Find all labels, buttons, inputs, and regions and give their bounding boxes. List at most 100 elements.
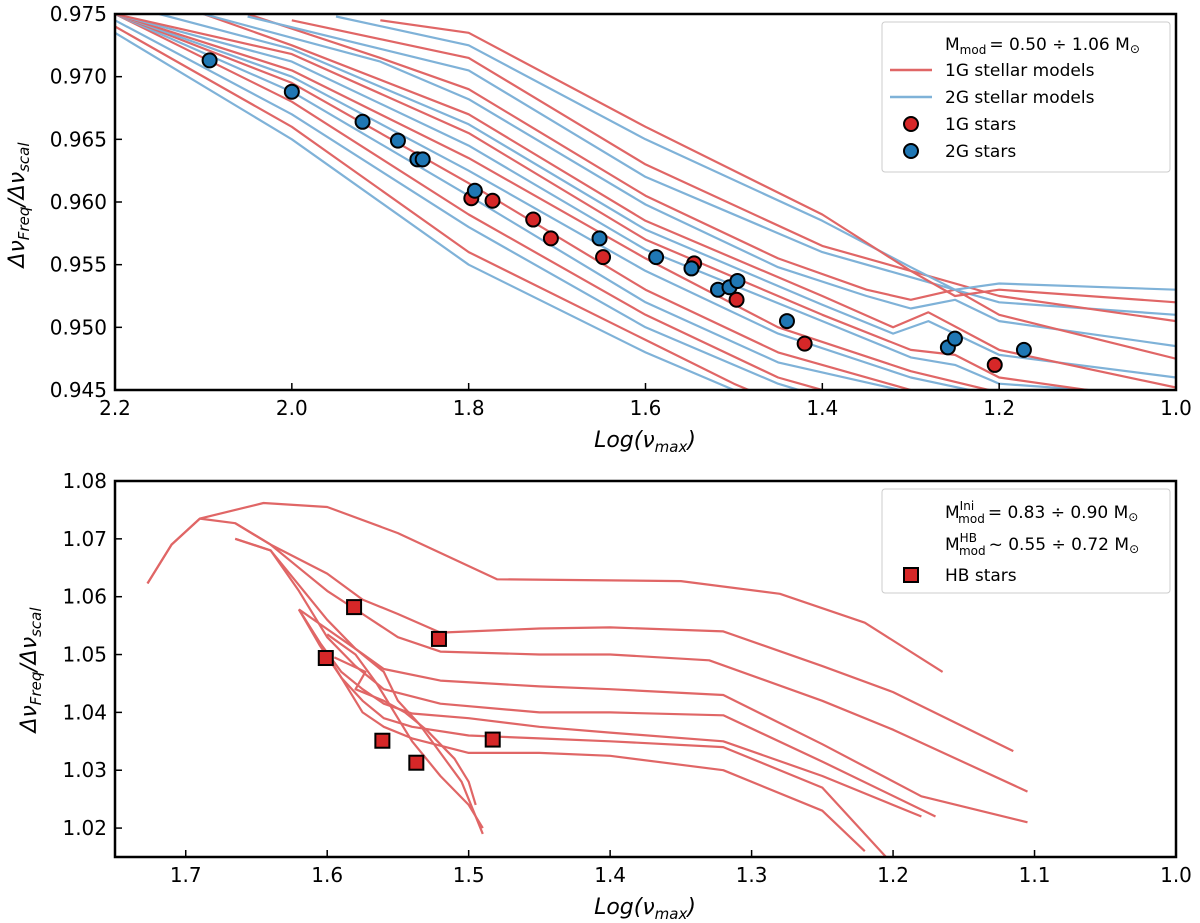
bottom-legend: MIni mod = 0.83 ÷ 0.90 M⊙ MHB mod ~ 0.55 ÷ 0… [881, 488, 1171, 594]
model-track-1g [115, 14, 915, 390]
model-track-2g [115, 14, 1104, 390]
y-tick-label: 0.965 [50, 127, 107, 151]
model-track-1g [203, 14, 1176, 389]
star-2g [683, 260, 700, 277]
star-1g [986, 356, 1003, 373]
x-tick-label: 1.4 [806, 396, 838, 420]
y-tick-label: 1.03 [62, 758, 107, 782]
star-2g [414, 151, 431, 168]
top-chart: 2.2 2.0 1.8 1.6 1.4 1.2 1.0 0.945 0.950 0.955 0.96… [5, 2, 1192, 456]
hb-track [298, 608, 484, 835]
star-2g [1015, 341, 1032, 358]
model-track-2g [115, 31, 737, 390]
legend-initial-mass: MIni mod = 0.83 ÷ 0.90 M⊙ [945, 499, 1138, 526]
star-1g [484, 192, 501, 209]
hb-star [484, 731, 501, 748]
model-track-1g [247, 14, 1176, 360]
legend-2g-stars: 2G stars [945, 142, 1016, 162]
hb-track [146, 517, 1014, 753]
bottom-legend-box [881, 488, 1171, 594]
model-track-1g [380, 19, 1176, 304]
star-2g [648, 249, 665, 266]
y-tick-label: 1.08 [62, 469, 107, 493]
star-2g [354, 113, 371, 130]
star-2g [778, 313, 795, 330]
x-tick-label: 1.1 [1019, 863, 1051, 887]
bottom-x-axis-label: Log(νmax) [594, 895, 696, 923]
y-tick-label: 0.950 [50, 315, 107, 339]
star-2g [591, 230, 608, 247]
hb-star [374, 732, 391, 749]
star-2g [201, 52, 218, 69]
hb-track [234, 522, 1028, 793]
legend-1g-models: 1G stellar models [945, 61, 1095, 81]
model-track-2g [158, 14, 1176, 379]
model-track-1g [115, 14, 1096, 390]
star-1g [525, 211, 542, 228]
top-legend-box [881, 21, 1171, 173]
model-track-1g [115, 25, 752, 390]
y-tick-label: 1.02 [62, 816, 107, 840]
hb-track [234, 537, 1028, 824]
legend-2g-models: 2G stellar models [945, 88, 1095, 108]
y-tick-label: 1.07 [62, 527, 107, 551]
hb-star [430, 630, 447, 647]
x-tick-label: 2.0 [276, 396, 308, 420]
model-track-2g [203, 14, 1176, 348]
legend-hb-stars: HB stars [945, 566, 1017, 586]
legend-2g-star-marker [903, 143, 919, 159]
x-tick-label: 1.8 [453, 396, 485, 420]
x-tick-label: 1.2 [983, 396, 1015, 420]
bottom-plot-frame [113, 479, 1178, 859]
hb-track [333, 656, 477, 806]
top-y-axis-label: ΔνFreq/Δνscal [5, 142, 33, 270]
x-tick-label: 1.5 [453, 863, 485, 887]
x-tick-label: 1.0 [1160, 396, 1192, 420]
bottom-chart: 1.7 1.6 1.5 1.4 1.3 1.2 1.1 1.0 1.02 1.03 1.04 1.05… [17, 469, 1192, 923]
top-axis-ticks: 2.2 2.0 1.8 1.6 1.4 1.2 1.0 0.945 0.950 0.955 0.96… [50, 2, 1192, 420]
y-tick-label: 0.945 [50, 378, 107, 402]
y-tick-label: 0.970 [50, 65, 107, 89]
top-legend: Mmod = 0.50 ÷ 1.06 M⊙ 1G stellar models 2… [881, 21, 1171, 173]
hb-track [146, 501, 944, 673]
model-track-1g [115, 14, 827, 390]
x-tick-label: 1.7 [170, 863, 202, 887]
star-1g [542, 230, 559, 247]
top-model-tracks [115, 14, 1176, 390]
legend-1g-star-marker [903, 116, 919, 132]
x-tick-label: 2.2 [99, 396, 131, 420]
hb-star [317, 650, 334, 667]
y-tick-label: 0.960 [50, 190, 107, 214]
model-track-2g [115, 19, 803, 390]
hb-star [408, 754, 425, 771]
top-x-axis-label: Log(νmax) [594, 428, 696, 456]
bottom-y-axis-label: ΔνFreq/Δνscal [17, 607, 45, 735]
star-1g [796, 335, 813, 352]
x-tick-label: 1.0 [1160, 863, 1192, 887]
star-1g [595, 249, 612, 266]
top-star-markers [201, 52, 1032, 373]
legend-1g-stars: 1G stars [945, 115, 1016, 135]
star-2g [283, 83, 300, 100]
model-track-2g [247, 15, 1176, 316]
star-2g [389, 132, 406, 149]
bottom-hb-star-markers [317, 599, 501, 771]
y-tick-label: 1.05 [62, 643, 107, 667]
star-1g [728, 291, 745, 308]
star-2g [946, 330, 963, 347]
y-tick-label: 1.06 [62, 585, 107, 609]
star-2g [466, 182, 483, 199]
x-tick-label: 1.4 [594, 863, 626, 887]
x-tick-label: 1.6 [311, 863, 343, 887]
x-tick-label: 1.6 [630, 396, 662, 420]
bottom-hb-tracks [146, 501, 1028, 857]
bottom-axis-ticks: 1.7 1.6 1.5 1.4 1.3 1.2 1.1 1.0 1.02 1.03 1.04 1.05… [62, 469, 1191, 887]
legend-hb-star-marker [903, 567, 919, 583]
x-tick-label: 1.3 [736, 863, 768, 887]
model-track-1g [291, 19, 1176, 323]
hb-track [326, 633, 484, 829]
hb-track [297, 608, 922, 818]
legend-hb-mass: MHB mod ~ 0.55 ÷ 0.72 M⊙ [945, 531, 1139, 558]
y-tick-label: 0.975 [50, 2, 107, 26]
